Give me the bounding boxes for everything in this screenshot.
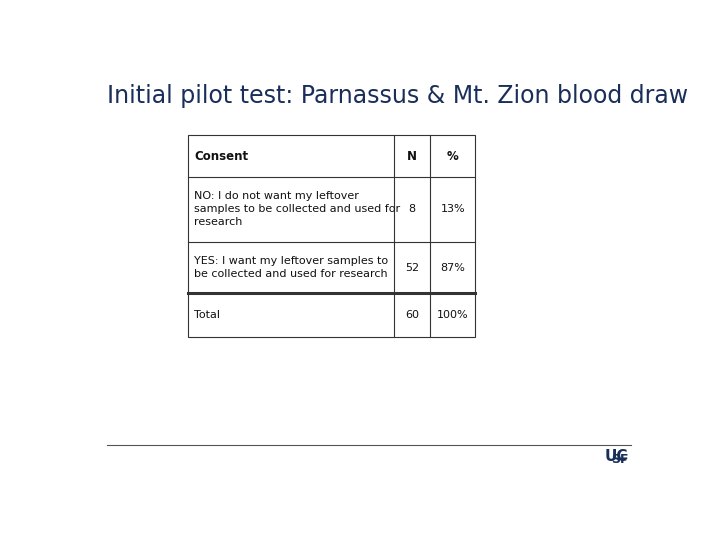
Text: YES: I want my leftover samples to
be collected and used for research: YES: I want my leftover samples to be co… bbox=[194, 256, 389, 279]
Text: Total: Total bbox=[194, 310, 220, 320]
Text: NO: I do not want my leftover
samples to be collected and used for
research: NO: I do not want my leftover samples to… bbox=[194, 191, 400, 227]
Text: 13%: 13% bbox=[441, 204, 465, 214]
Text: UC: UC bbox=[605, 449, 629, 464]
Text: SF: SF bbox=[611, 453, 629, 466]
Text: %: % bbox=[447, 150, 459, 163]
Text: 60: 60 bbox=[405, 310, 419, 320]
Text: Consent: Consent bbox=[194, 150, 248, 163]
Text: Initial pilot test: Parnassus & Mt. Zion blood draw: Initial pilot test: Parnassus & Mt. Zion… bbox=[107, 84, 688, 107]
Text: N: N bbox=[408, 150, 418, 163]
Text: 100%: 100% bbox=[437, 310, 469, 320]
Text: 87%: 87% bbox=[440, 262, 465, 273]
Text: 52: 52 bbox=[405, 262, 419, 273]
Text: 8: 8 bbox=[409, 204, 416, 214]
